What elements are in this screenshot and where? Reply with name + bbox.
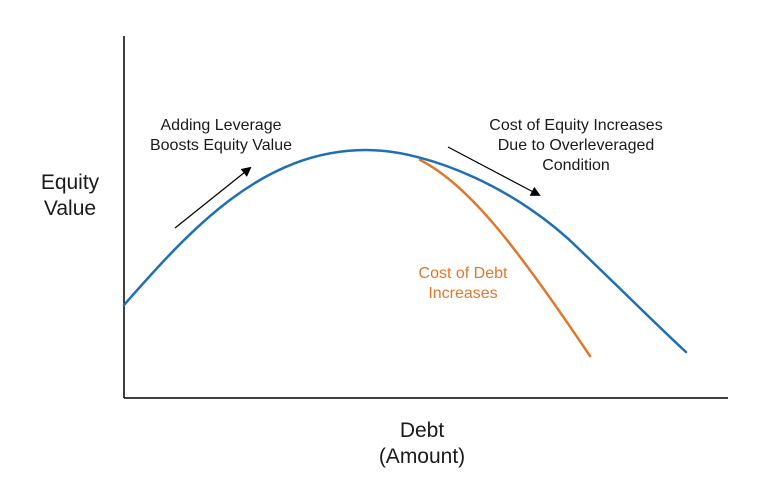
cost-of-debt-curve	[418, 158, 592, 358]
leverage-boost-annotation: Adding Leverage Boosts Equity Value	[149, 117, 292, 154]
equity-value-curve	[122, 148, 688, 354]
overleverage-arrow	[447, 146, 541, 196]
x-axis-label: Debt (Amount)	[378, 419, 466, 469]
cost-of-equity-annotation: Cost of Equity Increases Due to Overleve…	[489, 117, 663, 174]
y-axis-label: Equity Value	[40, 171, 100, 221]
cost-of-debt-annotation: Cost of Debt Increases	[418, 265, 508, 302]
leverage-arrow	[174, 166, 252, 229]
